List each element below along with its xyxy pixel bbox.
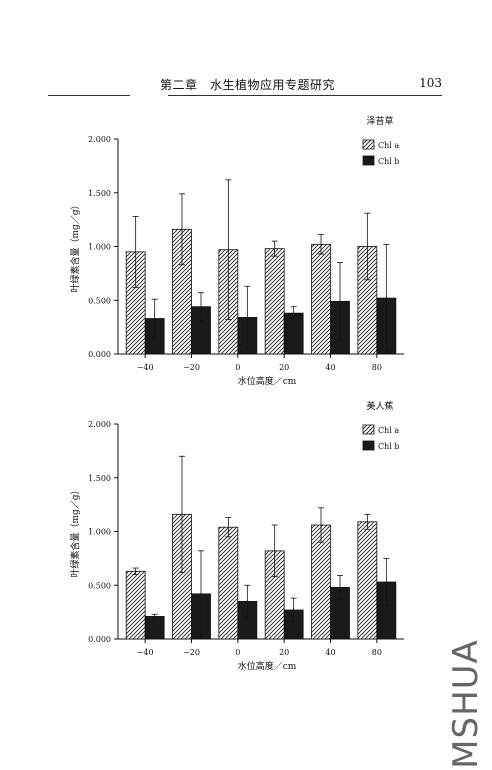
x-tick-label: −40 [137, 648, 154, 657]
x-tick-label: 40 [325, 648, 335, 657]
y-tick-label: 0.500 [88, 296, 111, 305]
y-axis-label: 叶绿素含量（mg／g） [69, 200, 81, 292]
bar-chl-a [264, 248, 285, 355]
x-tick-label: −20 [183, 648, 200, 657]
legend-swatch [362, 155, 375, 166]
header-rule-left [48, 95, 130, 96]
bar-chl-a [125, 570, 146, 640]
legend-label: Chl a [378, 426, 399, 435]
x-tick-label: 20 [279, 363, 289, 372]
chart-title: 美人蕉 [366, 400, 393, 412]
legend-label: Chl a [378, 141, 399, 150]
header-rule-right [168, 95, 442, 96]
y-tick-label: 0.000 [88, 635, 111, 644]
legend-label: Chl b [378, 442, 400, 451]
chart-title: 泽苔草 [366, 115, 393, 127]
bar-chl-b [144, 616, 165, 640]
legend-swatch [362, 440, 375, 451]
watermark: MSHUA [446, 639, 486, 769]
x-tick-label: 40 [325, 363, 335, 372]
chart-zeshaocao: 0.000 0.500 1.000 1.500 2.000 −40 −20 0 20 40 80 泽苔… [69, 115, 404, 385]
bar-chl-a [218, 526, 239, 640]
y-tick-label: 1.500 [88, 189, 111, 198]
watermark-text: MSHUA [446, 639, 486, 769]
page-header: 第二章 水生植物应用专题研究 103 [48, 76, 442, 96]
y-tick-label: 1.000 [88, 243, 111, 252]
y-tick-label: 1.500 [88, 474, 111, 483]
bar-chl-a [357, 521, 378, 640]
y-tick-label: 1.000 [88, 528, 111, 537]
legend-swatch [362, 424, 375, 435]
x-tick-label: 80 [372, 648, 382, 657]
bar-chl-a [311, 243, 331, 355]
x-axis-label: 水位高度／cm [238, 375, 297, 385]
y-axis-label: 叶绿素含量（mg／g） [69, 485, 81, 577]
legend-label: Chl b [378, 157, 400, 166]
x-tick-label: 20 [279, 648, 289, 657]
chapter-title: 第二章 水生植物应用专题研究 [160, 78, 336, 92]
y-tick-label: 2.000 [88, 135, 111, 144]
legend-swatch [362, 139, 375, 150]
x-tick-label: −40 [137, 363, 154, 372]
x-tick-label: 0 [235, 648, 240, 657]
y-tick-label: 0.500 [88, 581, 111, 590]
x-axis-label: 水位高度／cm [238, 660, 297, 670]
x-tick-label: −20 [183, 363, 200, 372]
chart-meirenjiao: 0.000 0.500 1.000 1.500 2.000 −40 −20 0 20 40 80 美人… [69, 400, 404, 670]
y-tick-label: 0.000 [88, 350, 111, 359]
page-number: 103 [419, 76, 442, 90]
x-tick-label: 80 [372, 363, 382, 372]
x-tick-label: 0 [235, 363, 240, 372]
y-tick-label: 2.000 [88, 420, 111, 429]
